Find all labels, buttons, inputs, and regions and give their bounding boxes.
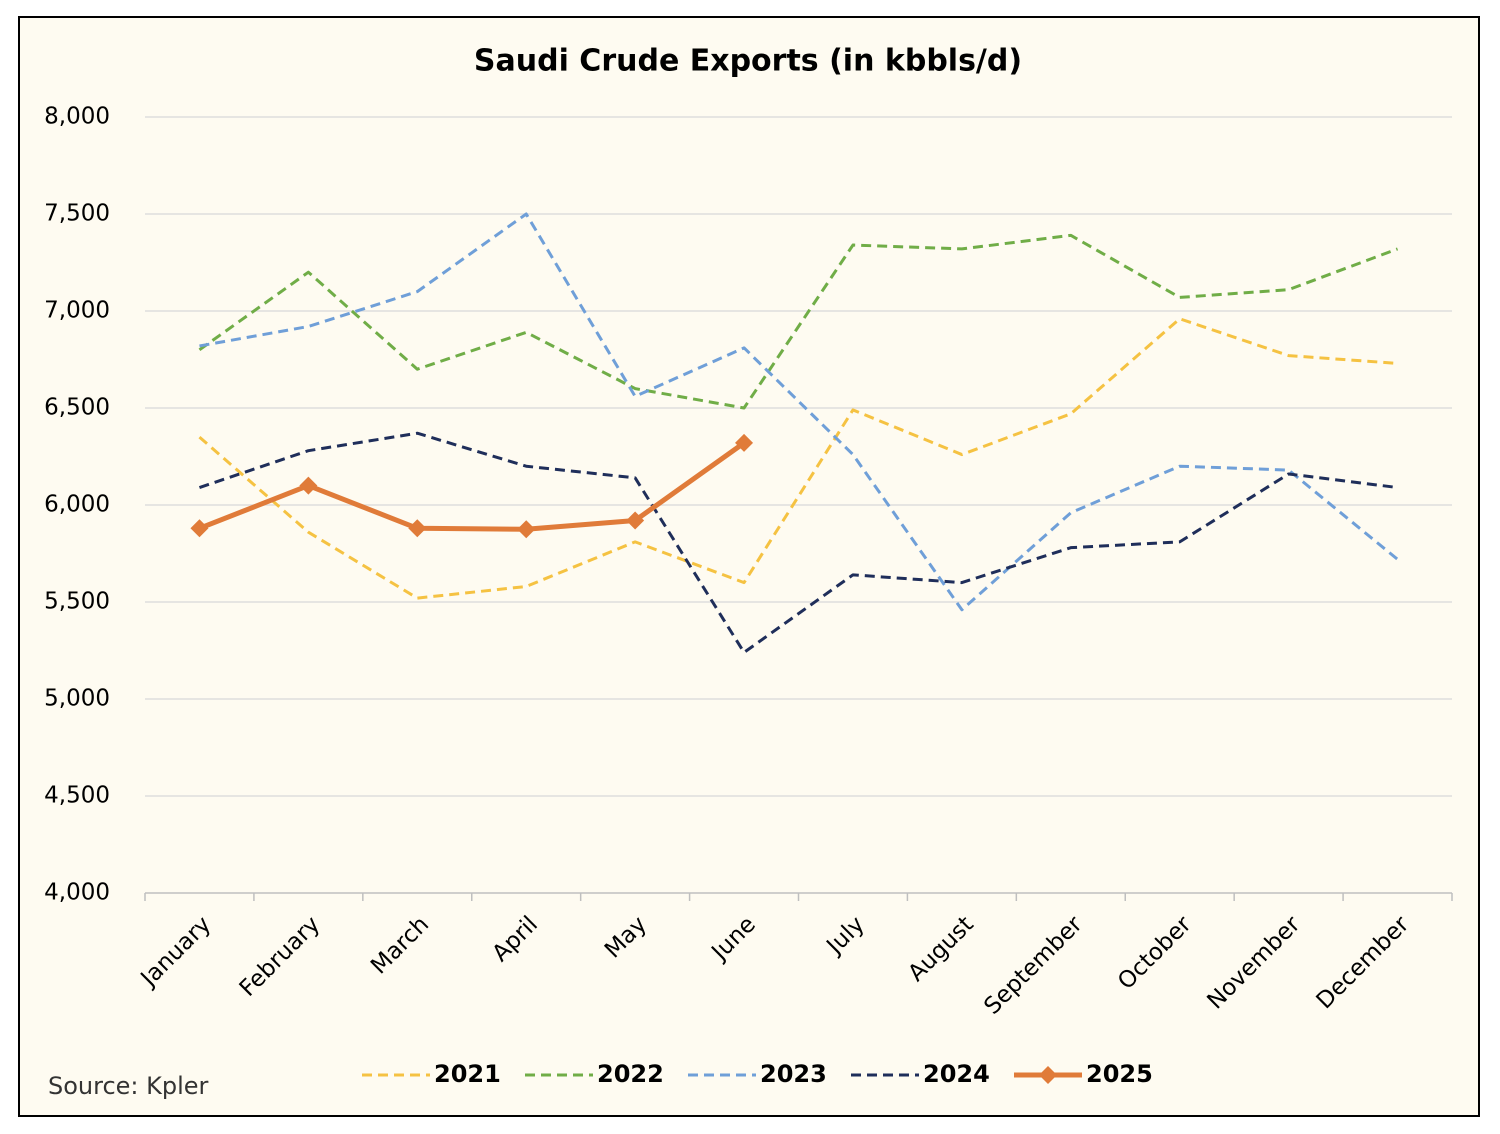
chart-frame bbox=[18, 16, 1480, 1117]
series-line bbox=[198, 431, 1398, 654]
series-marker bbox=[299, 476, 318, 495]
legend-marker bbox=[1039, 1066, 1057, 1084]
series-marker bbox=[735, 433, 754, 452]
y-tick-label: 5,500 bbox=[44, 589, 110, 615]
y-tick-label: 6,500 bbox=[44, 395, 110, 421]
series-line bbox=[198, 233, 1399, 410]
legend-label: 2025 bbox=[1086, 1060, 1153, 1088]
legend-label: 2024 bbox=[923, 1060, 990, 1088]
series-marker bbox=[190, 519, 209, 538]
y-tick-label: 5,000 bbox=[44, 686, 110, 712]
legend-label: 2021 bbox=[434, 1060, 501, 1088]
series-marker bbox=[517, 520, 536, 539]
source-note: Source: Kpler bbox=[48, 1072, 209, 1100]
y-tick-label: 6,000 bbox=[44, 492, 110, 518]
legend-label: 2023 bbox=[760, 1060, 827, 1088]
y-tick-label: 8,000 bbox=[44, 104, 110, 130]
y-tick-label: 4,500 bbox=[44, 783, 110, 809]
y-tick-label: 7,500 bbox=[44, 201, 110, 227]
series-line bbox=[198, 440, 746, 532]
series-line bbox=[199, 212, 1399, 612]
y-tick-label: 4,000 bbox=[44, 880, 110, 906]
legend-label: 2022 bbox=[597, 1060, 664, 1088]
y-tick-label: 7,000 bbox=[44, 298, 110, 324]
series-marker bbox=[408, 519, 427, 538]
chart-title: Saudi Crude Exports (in kbbls/d) bbox=[474, 44, 1022, 79]
series-line bbox=[198, 317, 1398, 600]
series-marker bbox=[626, 511, 645, 530]
